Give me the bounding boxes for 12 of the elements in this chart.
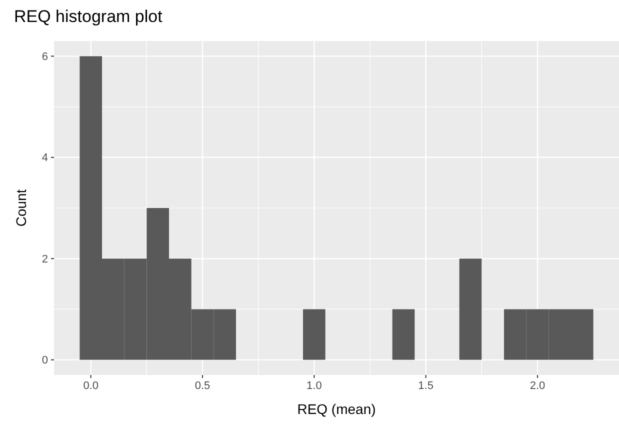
chart-title: REQ histogram plot bbox=[14, 7, 163, 26]
x-tick-label: 2.0 bbox=[530, 380, 546, 392]
y-tick-label: 6 bbox=[42, 51, 48, 64]
x-tick-label: 0.5 bbox=[194, 380, 210, 392]
x-tick-label: 1.0 bbox=[306, 380, 322, 392]
x-tick-label: 0.0 bbox=[83, 380, 98, 392]
y-tick-label: 2 bbox=[42, 253, 48, 266]
x-axis-title: REQ (mean) bbox=[297, 401, 376, 417]
y-tick-label: 0 bbox=[42, 354, 48, 367]
y-axis-title: Count bbox=[13, 189, 29, 227]
y-tick-label: 4 bbox=[42, 152, 48, 164]
x-tick-label: 1.5 bbox=[418, 380, 434, 392]
